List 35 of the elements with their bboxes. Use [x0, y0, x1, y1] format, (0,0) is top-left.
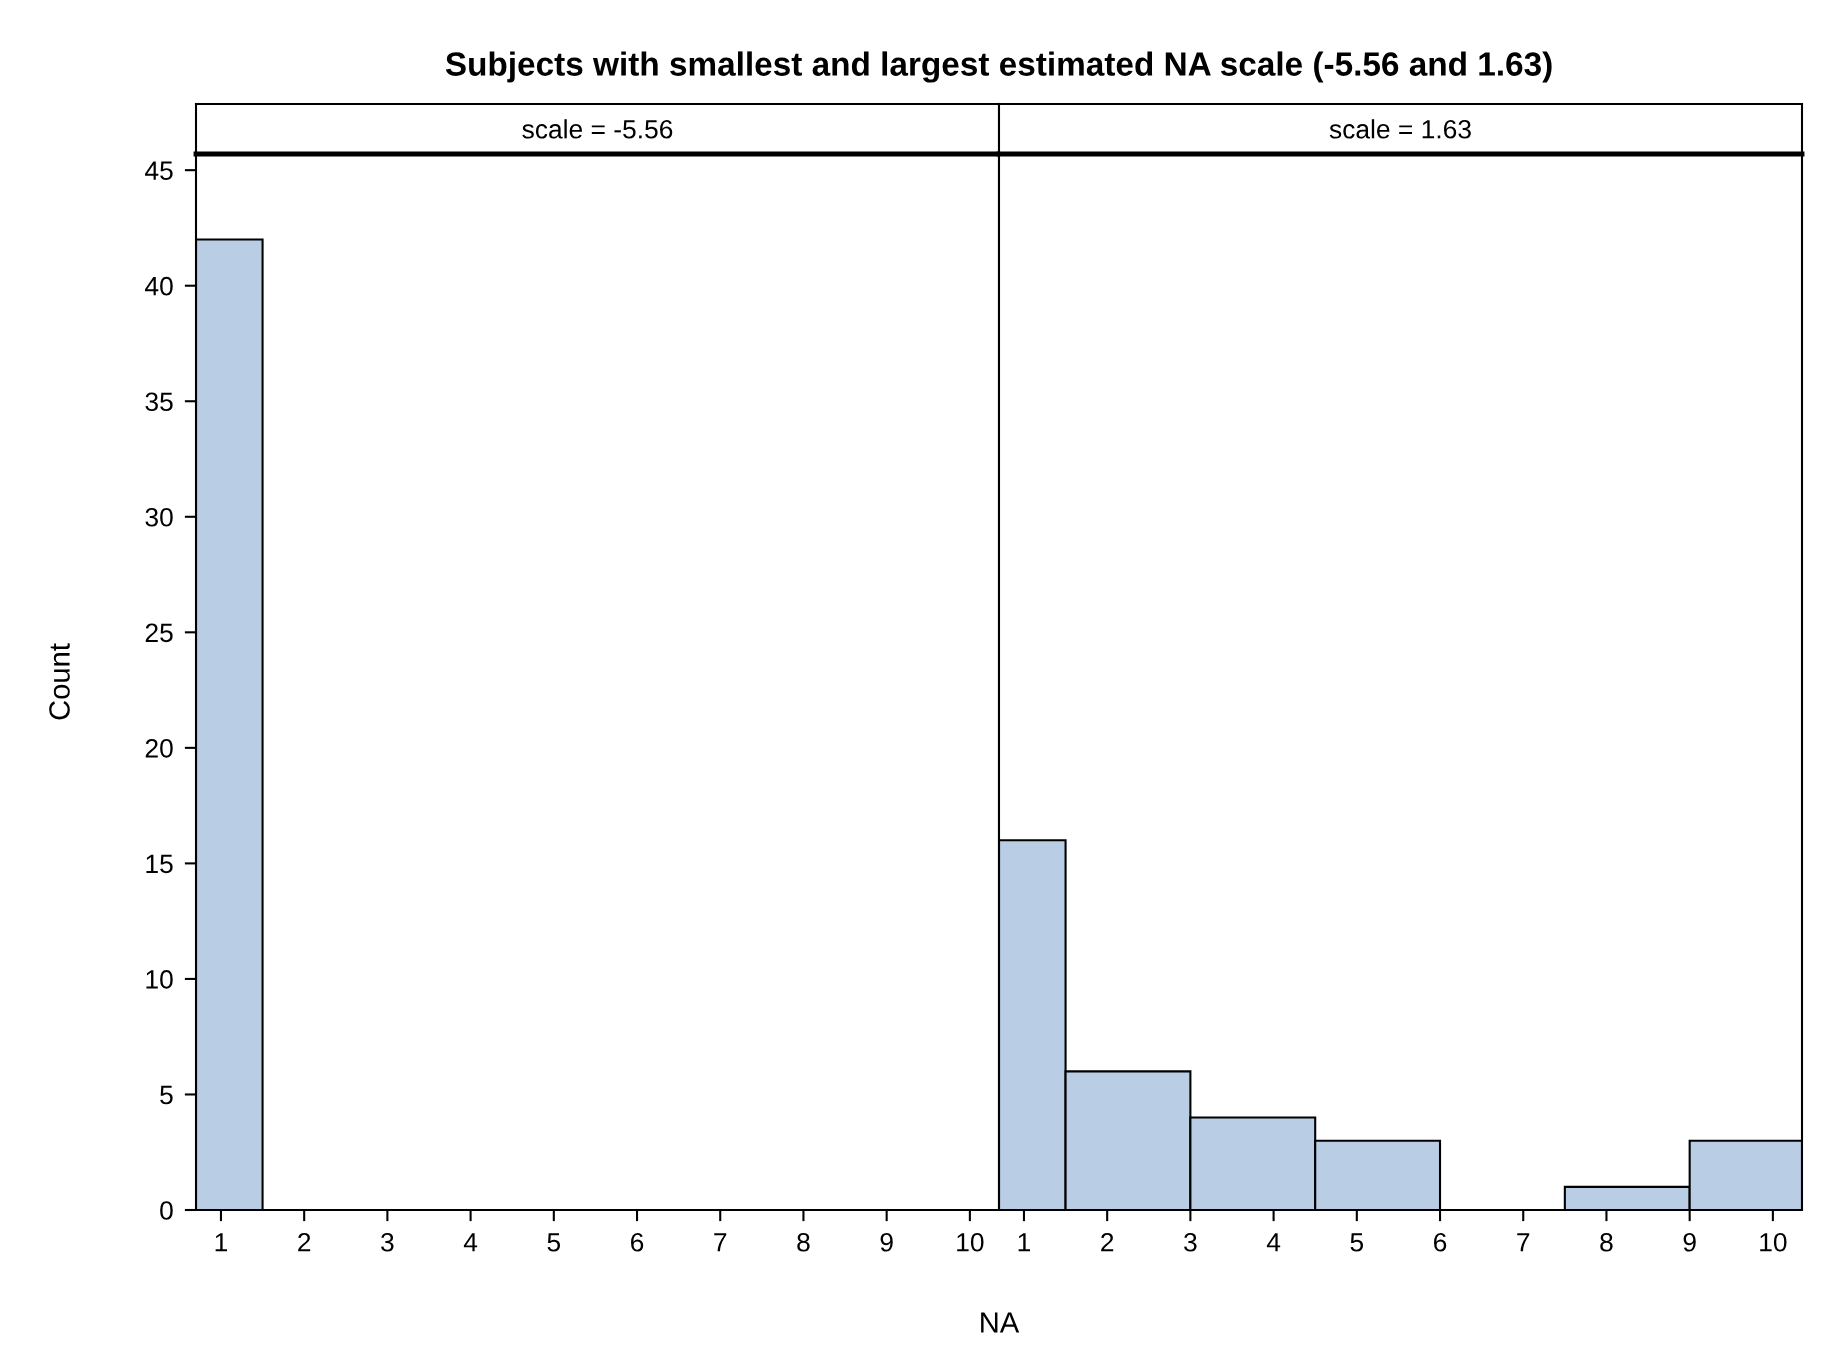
- x-tick-label: 2: [1101, 1232, 1114, 1252]
- x-tick-label: 3: [381, 1232, 394, 1252]
- x-axis-title: NA: [981, 1312, 1020, 1333]
- x-tick-label: 4: [1266, 1233, 1281, 1252]
- x-tick-label: 10: [1760, 1232, 1787, 1252]
- x-tick-label: 4: [463, 1233, 478, 1252]
- y-tick-label: 20: [145, 738, 173, 758]
- y-tick-label: 10: [146, 970, 173, 989]
- y-tick-label: 40: [145, 276, 173, 296]
- chart-title: Subjects with smallest and largest estimated NA scale (-5.56 and 1.63): [445, 51, 1552, 83]
- x-tick-label: 8: [1600, 1232, 1613, 1252]
- x-tick-label: 7: [1517, 1233, 1530, 1252]
- x-tick-label: 6: [1434, 1232, 1447, 1252]
- chart-subtitle: scale = 1.63: [1329, 119, 1471, 139]
- x-tick-label: 6: [631, 1232, 644, 1252]
- x-tick-label: 5: [1350, 1233, 1364, 1252]
- x-tick-label: 8: [797, 1232, 810, 1252]
- y-tick-label: 30: [145, 507, 173, 527]
- x-tick-label: 3: [1184, 1232, 1197, 1252]
- x-tick-label: 5: [547, 1233, 561, 1252]
- x-tick-label: 2: [298, 1232, 311, 1252]
- x-tick-label: 9: [880, 1232, 893, 1252]
- x-tick-label: 9: [1683, 1232, 1696, 1252]
- x-tick-label: 7: [714, 1233, 727, 1252]
- x-tick-label: 1: [1018, 1233, 1031, 1252]
- y-axis-title: Count: [49, 643, 70, 720]
- chart-subtitle: scale = -5.56: [522, 119, 673, 139]
- y-tick-label: 25: [145, 623, 173, 643]
- y-tick-label: 5: [160, 1085, 173, 1105]
- x-tick-label: 10: [957, 1232, 984, 1252]
- y-tick-label: 35: [145, 392, 173, 412]
- y-tick-label: 45: [145, 161, 173, 180]
- x-tick-label: 1: [215, 1233, 228, 1252]
- y-tick-label: 15: [146, 854, 173, 874]
- y-tick-label: 0: [160, 1201, 173, 1220]
